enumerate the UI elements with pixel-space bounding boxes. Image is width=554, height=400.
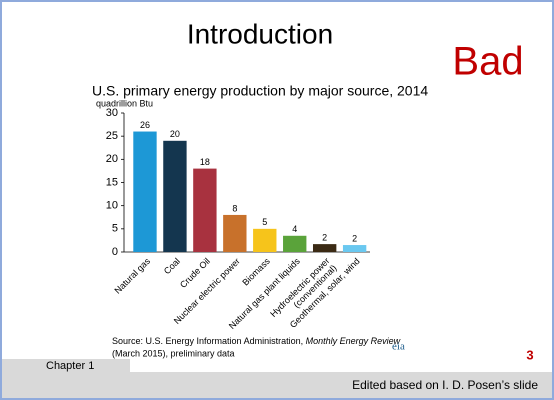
bar bbox=[283, 235, 307, 252]
y-tick-label: 25 bbox=[106, 130, 118, 142]
y-tick-label: 0 bbox=[112, 246, 118, 258]
y-tick-label: 5 bbox=[112, 223, 118, 235]
bar bbox=[193, 168, 217, 252]
data-label: 4 bbox=[292, 224, 297, 234]
data-label: 2 bbox=[322, 232, 327, 242]
bar bbox=[253, 228, 277, 252]
bar bbox=[133, 131, 157, 252]
slide-title: Introduction bbox=[187, 18, 333, 49]
bar bbox=[163, 140, 187, 252]
chapter-label: Chapter 1 bbox=[46, 360, 94, 372]
credit: Edited based on I. D. Posen’s slide bbox=[352, 378, 538, 392]
stamp: Bad bbox=[452, 40, 523, 84]
bar bbox=[312, 244, 337, 252]
chart-title: U.S. primary energy production by major … bbox=[92, 83, 428, 99]
chapter-tab bbox=[2, 359, 130, 372]
y-tick-label: 30 bbox=[106, 107, 118, 119]
bar bbox=[342, 245, 367, 252]
data-label: 8 bbox=[232, 203, 237, 213]
y-axis-label: quadrillion Btu bbox=[96, 98, 153, 108]
eia-logo: eia bbox=[392, 341, 405, 353]
source-line-2: (March 2015), preliminary data bbox=[112, 348, 235, 358]
y-tick-label: 20 bbox=[106, 153, 118, 165]
data-label: 26 bbox=[140, 120, 150, 130]
data-label: 5 bbox=[262, 217, 267, 227]
footer-bar bbox=[2, 372, 552, 398]
data-label: 2 bbox=[352, 233, 357, 243]
data-label: 18 bbox=[200, 157, 210, 167]
data-label: 20 bbox=[170, 129, 180, 139]
page-number: 3 bbox=[526, 347, 533, 362]
bar bbox=[223, 214, 247, 252]
y-tick-label: 15 bbox=[106, 176, 118, 188]
y-tick-label: 10 bbox=[106, 200, 118, 212]
source: Source: U.S. Energy Information Administ… bbox=[112, 336, 401, 346]
